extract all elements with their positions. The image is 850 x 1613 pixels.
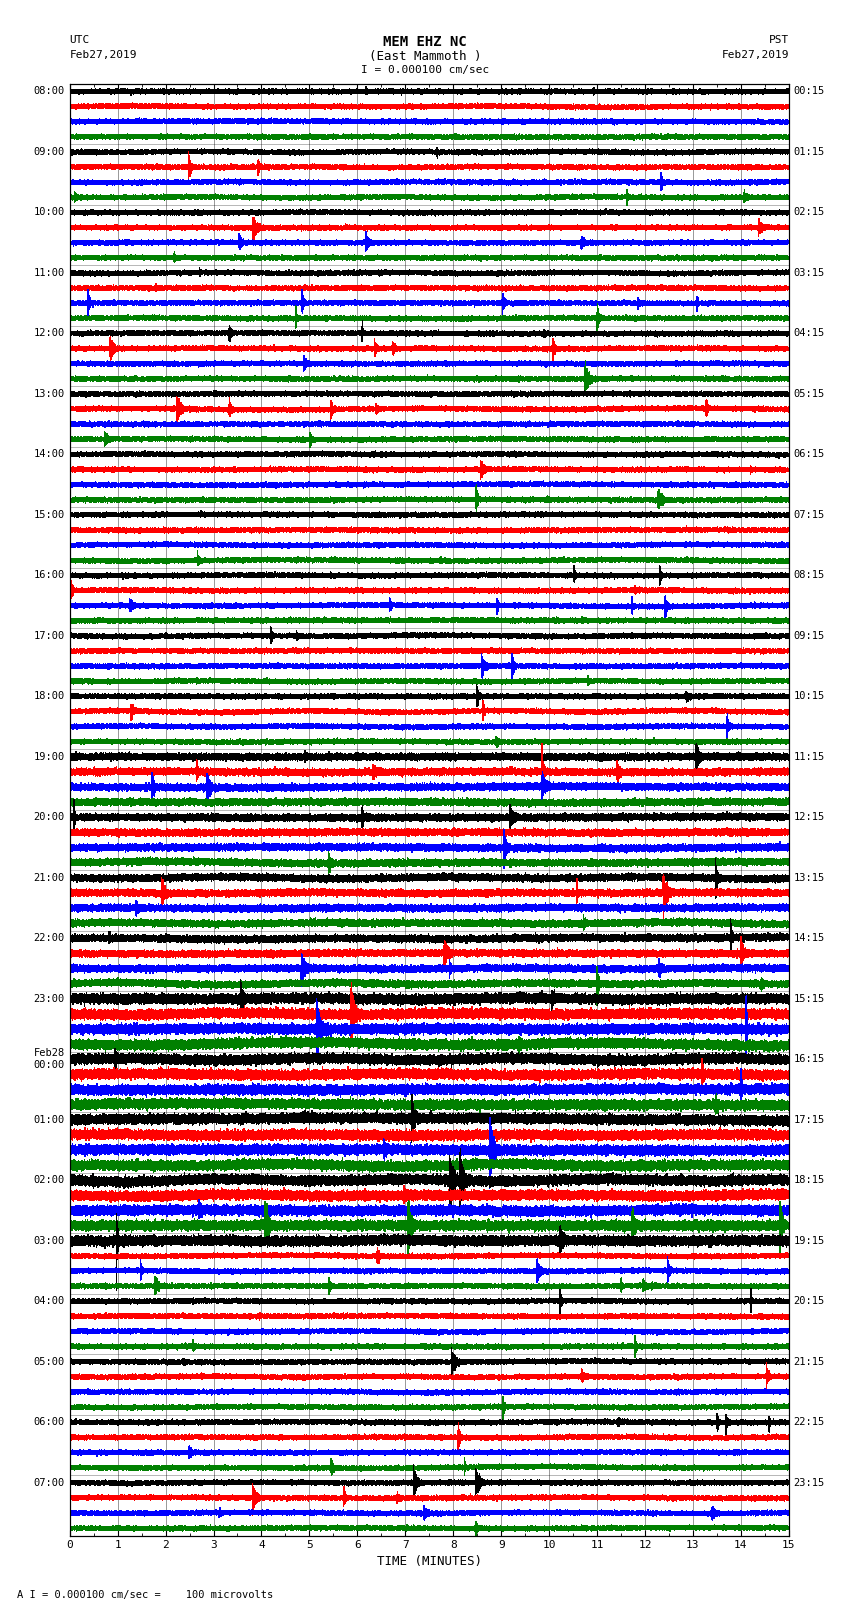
Text: A I = 0.000100 cm/sec =    100 microvolts: A I = 0.000100 cm/sec = 100 microvolts: [17, 1590, 273, 1600]
Text: PST: PST: [768, 35, 789, 45]
Text: UTC: UTC: [70, 35, 90, 45]
Text: (East Mammoth ): (East Mammoth ): [369, 50, 481, 63]
X-axis label: TIME (MINUTES): TIME (MINUTES): [377, 1555, 482, 1568]
Text: Feb27,2019: Feb27,2019: [70, 50, 137, 60]
Text: I = 0.000100 cm/sec: I = 0.000100 cm/sec: [361, 65, 489, 74]
Text: MEM EHZ NC: MEM EHZ NC: [383, 35, 467, 50]
Text: Feb27,2019: Feb27,2019: [722, 50, 789, 60]
